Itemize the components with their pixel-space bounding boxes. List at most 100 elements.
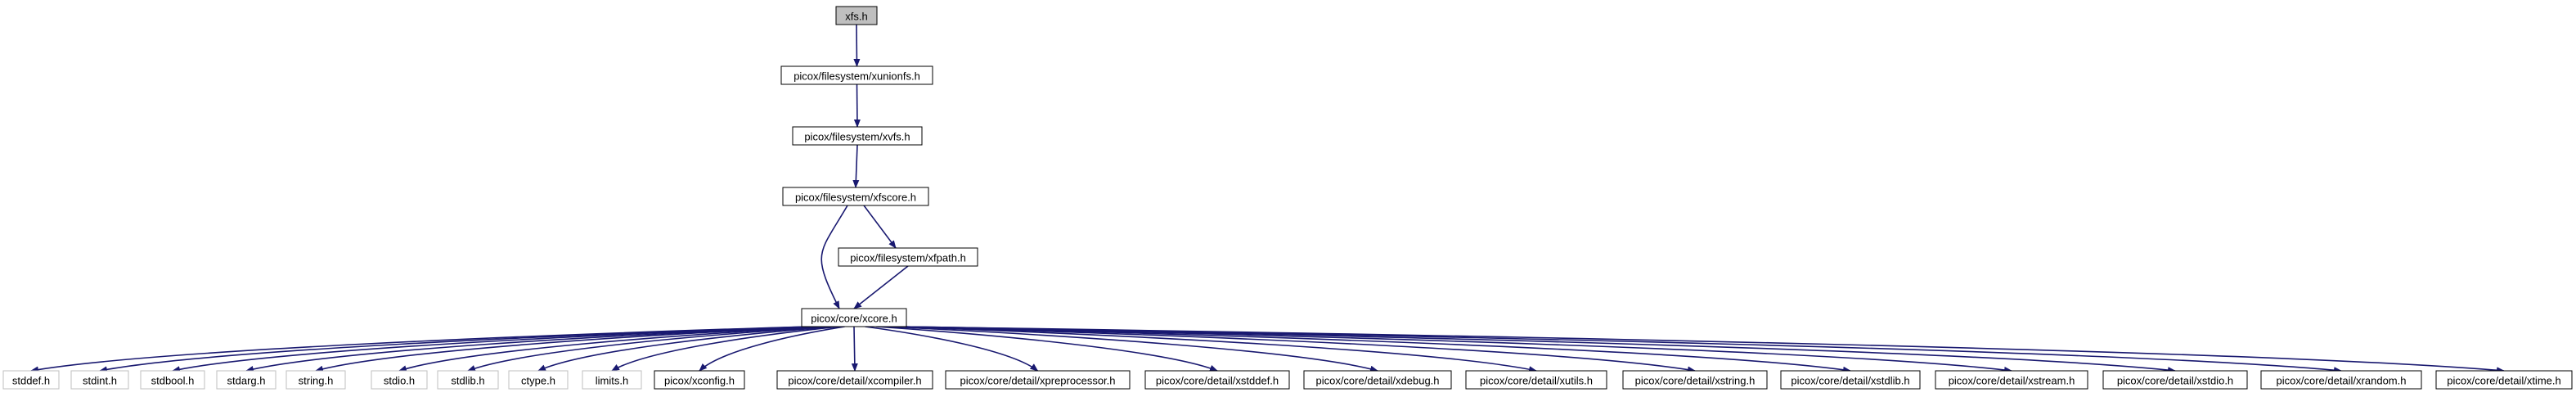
node-xcore-box: [801, 308, 907, 327]
node-xcore[interactable]: picox/core/xcore.h: [801, 308, 907, 327]
node-xutils-label: picox/core/detail/xutils.h: [1480, 375, 1593, 387]
node-xstream-box: [1935, 370, 2088, 390]
node-xfs[interactable]: xfs.h: [835, 6, 878, 25]
node-xtime-label: picox/core/detail/xtime.h: [2447, 375, 2560, 387]
node-stdio: stdio.h: [371, 370, 428, 390]
node-xpreprocessor-box: [945, 370, 1131, 390]
node-stdint-label: stdint.h: [83, 375, 117, 387]
node-stdbool-label: stdbool.h: [151, 375, 195, 387]
node-limits-label: limits.h: [596, 375, 628, 387]
node-stdint-box: [70, 370, 129, 390]
node-xunionfs-label: picox/filesystem/xunionfs.h: [793, 70, 920, 83]
node-xdebug-label: picox/core/detail/xdebug.h: [1315, 375, 1439, 387]
node-xconfig-box: [654, 370, 745, 390]
edge-xcore-to-xstring: [898, 326, 1696, 373]
node-xtime-box: [2435, 370, 2573, 390]
node-stddef-box: [2, 370, 60, 390]
edge-xcore-to-stdbool: [172, 326, 814, 373]
node-xfpath-label: picox/filesystem/xfpath.h: [850, 252, 966, 264]
edge-xcore-to-ctype: [537, 326, 835, 372]
node-stddef-label: stddef.h: [12, 375, 50, 387]
node-xutils-box: [1465, 370, 1607, 390]
node-xfscore-label: picox/filesystem/xfscore.h: [795, 192, 916, 204]
node-xvfs[interactable]: picox/filesystem/xvfs.h: [792, 126, 923, 146]
node-xdebug-box: [1303, 370, 1452, 390]
node-string-box: [285, 370, 346, 390]
node-xrandom[interactable]: picox/core/detail/xrandom.h: [2260, 370, 2422, 390]
node-ctype: ctype.h: [508, 370, 569, 390]
node-limits-box: [582, 370, 642, 390]
node-xfscore-box: [782, 187, 929, 206]
edge-xcore-to-stdlib: [467, 326, 831, 372]
edge-xcore-to-stdio: [398, 326, 827, 372]
node-xfscore[interactable]: picox/filesystem/xfscore.h: [782, 187, 929, 206]
edge-xcore-to-xstddef: [875, 326, 1218, 372]
node-stdio-box: [371, 370, 428, 390]
node-xpreprocessor[interactable]: picox/core/detail/xpreprocessor.h: [945, 370, 1131, 390]
node-string: string.h: [285, 370, 346, 390]
edge-xfs-to-xunionfs: [853, 24, 861, 67]
node-xstddef-label: picox/core/detail/xstddef.h: [1156, 375, 1279, 387]
node-xtime[interactable]: picox/core/detail/xtime.h: [2435, 370, 2573, 390]
node-xfs-box: [835, 6, 878, 25]
node-xstdio[interactable]: picox/core/detail/xstdio.h: [2102, 370, 2248, 390]
node-xconfig-label: picox/xconfig.h: [664, 375, 735, 387]
node-stdarg: stdarg.h: [216, 370, 276, 390]
edge-xfscore-to-xfpath: [863, 205, 897, 249]
node-xconfig[interactable]: picox/xconfig.h: [654, 370, 745, 390]
edge-xcore-to-xtime: [898, 326, 2505, 374]
edge-xvfs-to-xfscore: [852, 144, 860, 188]
node-stdarg-box: [216, 370, 276, 390]
node-xstdlib[interactable]: picox/core/detail/xstdlib.h: [1780, 370, 1921, 390]
node-xdebug[interactable]: picox/core/detail/xdebug.h: [1303, 370, 1452, 390]
node-xstream[interactable]: picox/core/detail/xstream.h: [1935, 370, 2088, 390]
node-stdint: stdint.h: [70, 370, 129, 390]
node-xutils[interactable]: picox/core/detail/xutils.h: [1465, 370, 1607, 390]
node-xstdlib-label: picox/core/detail/xstdlib.h: [1791, 375, 1909, 387]
node-xstdio-label: picox/core/detail/xstdio.h: [2117, 375, 2233, 387]
node-xfs-label: xfs.h: [845, 11, 867, 23]
node-stddef: stddef.h: [2, 370, 60, 390]
node-xpreprocessor-label: picox/core/detail/xpreprocessor.h: [960, 375, 1115, 387]
node-xcompiler-box: [776, 370, 933, 390]
node-ctype-box: [508, 370, 569, 390]
node-stdlib: stdlib.h: [437, 370, 499, 390]
node-xstdio-box: [2102, 370, 2248, 390]
node-xstring-box: [1622, 370, 1768, 390]
node-xvfs-label: picox/filesystem/xvfs.h: [804, 131, 910, 143]
node-xstddef-box: [1144, 370, 1290, 390]
node-stdarg-label: stdarg.h: [227, 375, 266, 387]
node-xrandom-box: [2260, 370, 2422, 390]
node-xcompiler-label: picox/core/detail/xcompiler.h: [788, 375, 921, 387]
node-ctype-label: ctype.h: [521, 375, 555, 387]
node-xunionfs-box: [780, 65, 933, 85]
nodes: xfs.h picox/filesystem/xunionfs.h picox/fi…: [2, 6, 2573, 390]
node-xstream-label: picox/core/detail/xstream.h: [1949, 375, 2075, 387]
node-xfpath-box: [838, 247, 978, 267]
edge-xcore-to-xstdlib: [898, 326, 1851, 373]
node-xstring[interactable]: picox/core/detail/xstring.h: [1622, 370, 1768, 390]
node-stdbool: stdbool.h: [140, 370, 205, 390]
node-stdlib-label: stdlib.h: [451, 375, 484, 387]
node-xcore-label: picox/core/xcore.h: [811, 313, 897, 325]
edge-xcore-to-xdebug: [885, 326, 1378, 372]
node-limits: limits.h: [582, 370, 642, 390]
edge-xcore-to-xutils: [895, 326, 1537, 373]
node-xstddef[interactable]: picox/core/detail/xstddef.h: [1144, 370, 1290, 390]
edge-xcore-to-stdarg: [245, 326, 818, 372]
node-xstdlib-box: [1780, 370, 1921, 390]
node-xfpath[interactable]: picox/filesystem/xfpath.h: [838, 247, 978, 267]
edge-xcore-to-string: [315, 326, 822, 372]
edges: [30, 24, 2505, 374]
edge-xcore-to-xpreprocessor: [865, 326, 1039, 372]
edge-xfscore-to-xcore: [820, 205, 848, 309]
node-stdbool-box: [140, 370, 205, 390]
edge-xfpath-to-xcore: [853, 265, 909, 309]
node-stdlib-box: [437, 370, 499, 390]
edge-xcore-to-limits: [611, 326, 840, 372]
edge-xcore-to-xconfig: [699, 326, 845, 372]
node-xcompiler[interactable]: picox/core/detail/xcompiler.h: [776, 370, 933, 390]
node-xunionfs[interactable]: picox/filesystem/xunionfs.h: [780, 65, 933, 85]
node-string-label: string.h: [299, 375, 334, 387]
